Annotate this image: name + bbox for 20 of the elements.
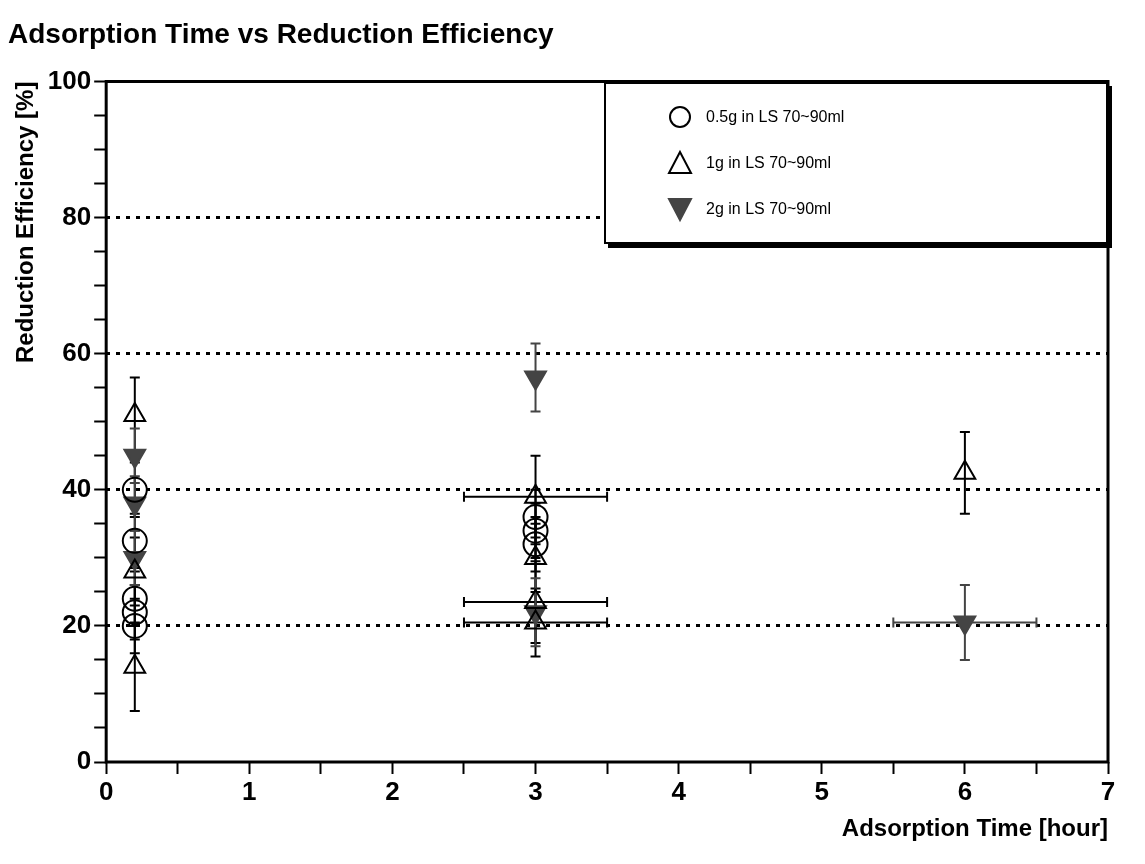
y-tick-label: 20 bbox=[62, 609, 92, 640]
y-tick-label: 100 bbox=[47, 64, 92, 95]
legend-label: 2g in LS 70~90ml bbox=[706, 199, 831, 218]
chart-title: Adsorption Time vs Reduction Efficiency bbox=[8, 17, 554, 49]
y-axis-title: Reduction Efficiency [%] bbox=[11, 81, 39, 363]
x-tick-label: 7 bbox=[1100, 775, 1116, 806]
y-tick-label: 0 bbox=[76, 745, 92, 776]
x-tick-label: 3 bbox=[528, 775, 543, 806]
x-tick-label: 5 bbox=[814, 775, 829, 806]
legend-label: 1g in LS 70~90ml bbox=[706, 153, 831, 172]
legend-label: 0.5g in LS 70~90ml bbox=[706, 107, 845, 126]
x-tick-label: 4 bbox=[671, 775, 687, 806]
y-tick-label: 80 bbox=[62, 200, 92, 231]
x-tick-label: 0 bbox=[98, 775, 114, 806]
x-tick-label: 6 bbox=[957, 775, 973, 806]
x-tick-label: 2 bbox=[385, 775, 400, 806]
x-axis-title: Adsorption Time [hour] bbox=[841, 814, 1108, 842]
x-tick-label: 1 bbox=[242, 775, 257, 806]
y-tick-label: 40 bbox=[62, 473, 92, 504]
y-tick-label: 60 bbox=[62, 336, 92, 367]
